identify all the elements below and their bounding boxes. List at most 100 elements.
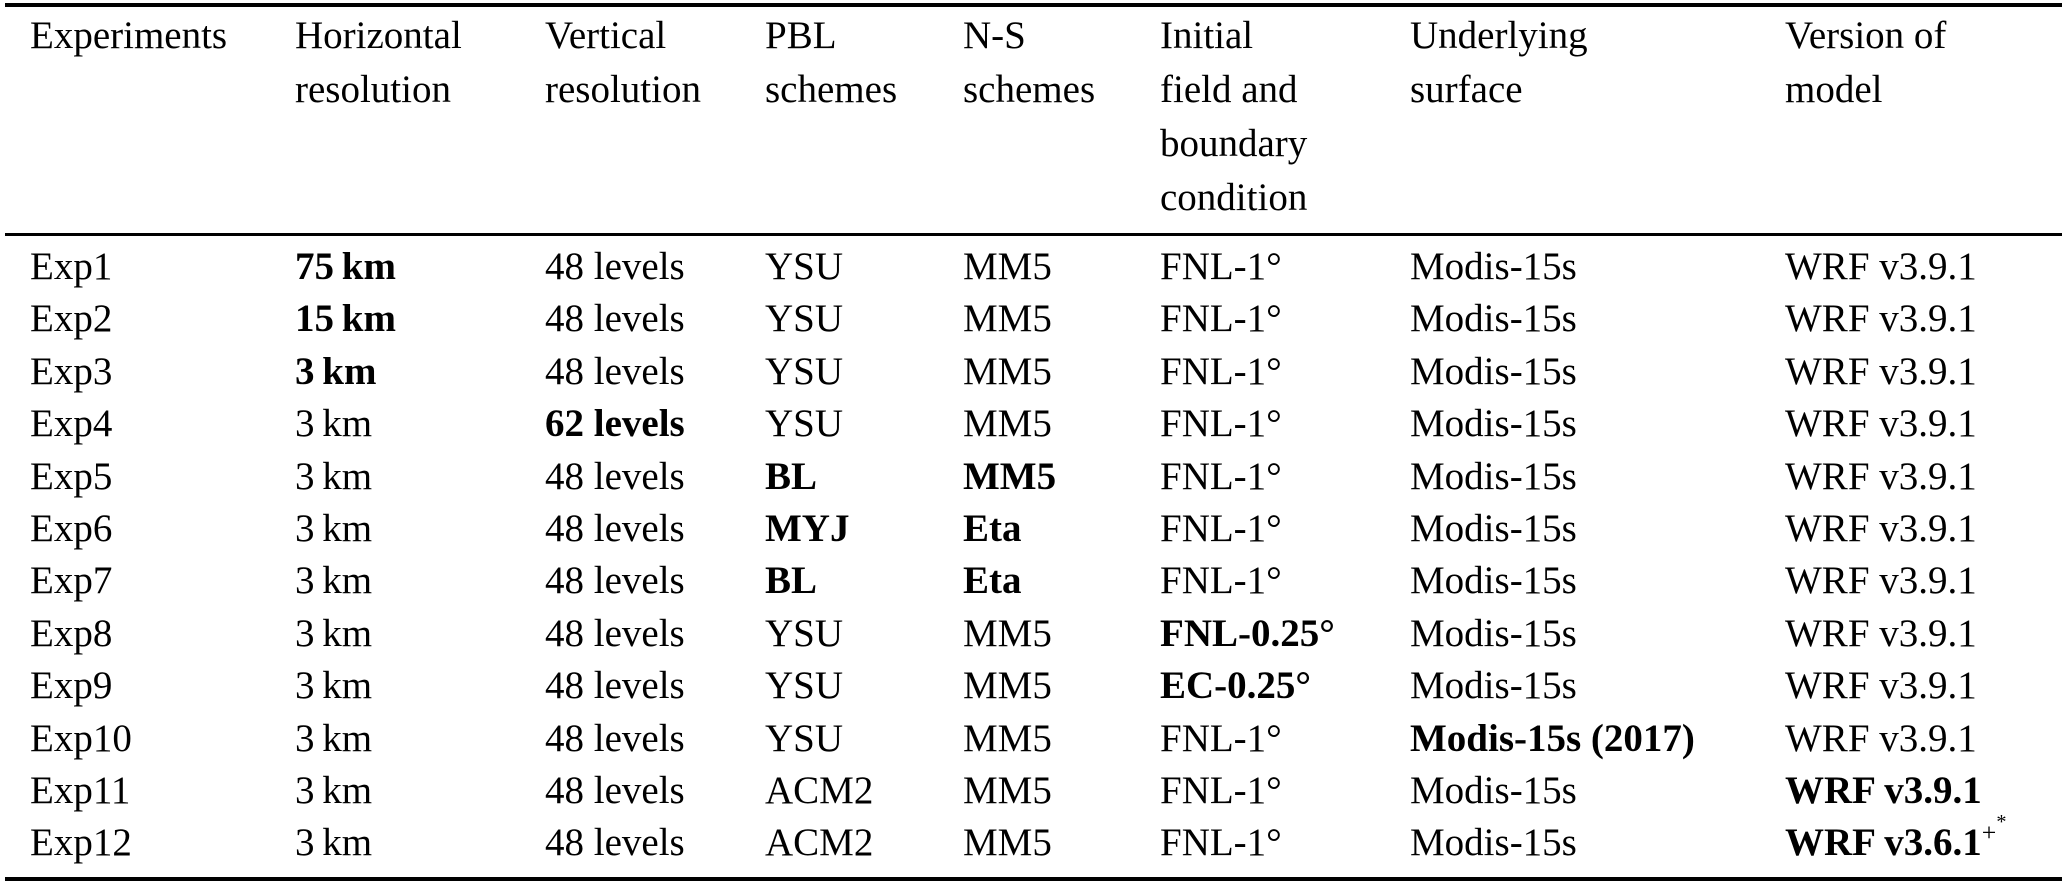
cell-ns-schemes: Eta: [963, 555, 1160, 607]
cell-vertical-resolution: 48 levels: [545, 765, 765, 817]
cell-underlying-surface: Modis-15s: [1410, 608, 1785, 660]
cell-underlying-surface: Modis-15s: [1410, 241, 1785, 293]
cell-horizontal-resolution: 3 km: [295, 451, 545, 503]
table-row: Exp3 3 km 48 levels YSU MM5 FNL-1° Modis-15s WR…: [0, 346, 2067, 398]
cell-model-version: WRF v3.9.1: [1785, 555, 2067, 607]
cell-horizontal-resolution: 3 km: [295, 608, 545, 660]
cell-text: YSU: [765, 402, 844, 446]
table-body: Exp1 75 km 48 levels YSU MM5 FNL-1° Modis-15s W…: [0, 241, 2067, 870]
table-row: Exp5 3 km 48 levels BL MM5 FNL-1° Modis-15s WRF…: [0, 451, 2067, 503]
cell-experiments: Exp7: [30, 555, 295, 607]
cell-text: WRF v3.9.1: [1785, 245, 1977, 288]
cell-experiments: Exp11: [30, 765, 295, 817]
cell-initial-field: FNL-1°: [1160, 451, 1410, 503]
cell-text: FNL-1°: [1160, 349, 1282, 393]
cell-text: BL: [765, 559, 818, 603]
cell-experiments: Exp5: [30, 451, 295, 503]
cell-initial-field: FNL-0.25°: [1160, 608, 1410, 660]
cell-text: 3 km: [295, 716, 373, 760]
cell-text: MM5: [963, 297, 1052, 341]
cell-vertical-resolution: 48 levels: [545, 293, 765, 345]
cell-pbl-schemes: YSU: [765, 608, 963, 660]
cell-text: 3 km: [295, 349, 377, 393]
cell-horizontal-resolution: 15 km: [295, 293, 545, 345]
cell-text: Exp3: [30, 349, 113, 393]
cell-ns-schemes: MM5: [963, 398, 1160, 450]
superscript-plus: +: [1981, 818, 1997, 848]
cell-model-version: WRF v3.9.1: [1785, 346, 2067, 398]
cell-ns-schemes: MM5: [963, 293, 1160, 345]
cell-text: MM5: [963, 821, 1052, 865]
cell-text: FNL-1°: [1160, 768, 1282, 812]
table-row: Exp1 75 km 48 levels YSU MM5 FNL-1° Modis-15s W…: [0, 241, 2067, 293]
cell-model-version: WRF v3.9.1: [1785, 765, 2067, 817]
cell-vertical-resolution: 48 levels: [545, 713, 765, 765]
cell-text: 48 levels: [545, 297, 685, 341]
cell-text: WRF v3.9.1: [1785, 506, 1977, 550]
cell-text: WRF v3.9.1: [1785, 664, 1977, 708]
cell-initial-field: FNL-1°: [1160, 713, 1410, 765]
cell-underlying-surface: Modis-15s: [1410, 503, 1785, 555]
cell-model-version: WRF v3.9.1: [1785, 398, 2067, 450]
cell-text: 48 levels: [545, 454, 685, 498]
cell-text: FNL-1°: [1160, 454, 1282, 498]
table-row: Exp11 3 km 48 levels ACM2 MM5 FNL-1° Modis-15s…: [0, 765, 2067, 817]
cell-text: Exp6: [30, 506, 113, 550]
cell-text: 62 levels: [545, 402, 685, 446]
cell-text: Modis-15s (2017): [1410, 716, 1695, 760]
cell-text: WRF v3.9.1: [1785, 716, 1977, 760]
cell-pbl-schemes: BL: [765, 555, 963, 607]
cell-underlying-surface: Modis-15s: [1410, 765, 1785, 817]
cell-text: WRF v3.9.1: [1785, 454, 1977, 498]
cell-underlying-surface: Modis-15s: [1410, 660, 1785, 712]
cell-horizontal-resolution: 3 km: [295, 503, 545, 555]
cell-pbl-schemes: YSU: [765, 241, 963, 293]
cell-ns-schemes: MM5: [963, 660, 1160, 712]
cell-model-version: WRF v3.6.1+*: [1785, 812, 2067, 869]
cell-underlying-surface: Modis-15s: [1410, 451, 1785, 503]
cell-text: Modis-15s: [1410, 245, 1577, 288]
cell-horizontal-resolution: 3 km: [295, 398, 545, 450]
cell-underlying-surface: Modis-15s: [1410, 293, 1785, 345]
cell-text: 3 km: [295, 611, 373, 655]
table-row: Exp10 3 km 48 levels YSU MM5 FNL-1° Modis-15s …: [0, 713, 2067, 765]
cell-text: MM5: [963, 402, 1052, 446]
cell-underlying-surface: Modis-15s: [1410, 398, 1785, 450]
cell-text: Modis-15s: [1410, 768, 1577, 812]
cell-pbl-schemes: BL: [765, 451, 963, 503]
cell-text: BL: [765, 454, 818, 498]
cell-initial-field: EC-0.25°: [1160, 660, 1410, 712]
cell-ns-schemes: Eta: [963, 503, 1160, 555]
cell-initial-field: FNL-1°: [1160, 503, 1410, 555]
cell-pbl-schemes: YSU: [765, 293, 963, 345]
cell-pbl-schemes: YSU: [765, 713, 963, 765]
column-header-ns-schemes: N-S schemes: [963, 14, 1096, 111]
cell-underlying-surface: Modis-15s (2017): [1410, 713, 1785, 765]
cell-underlying-surface: Modis-15s: [1410, 346, 1785, 398]
cell-horizontal-resolution: 75 km: [295, 241, 545, 293]
cell-text: Modis-15s: [1410, 297, 1577, 341]
table-top-rule: [5, 3, 2062, 7]
cell-model-version: WRF v3.9.1: [1785, 660, 2067, 712]
cell-vertical-resolution: 48 levels: [545, 555, 765, 607]
cell-text: MM5: [963, 768, 1052, 812]
cell-text: Modis-15s: [1410, 611, 1577, 655]
cell-text: FNL-1°: [1160, 297, 1282, 341]
cell-text: 3 km: [295, 454, 373, 498]
cell-experiments: Exp10: [30, 713, 295, 765]
cell-pbl-schemes: MYJ: [765, 503, 963, 555]
cell-initial-field: FNL-1°: [1160, 398, 1410, 450]
cell-text: Exp1: [30, 245, 113, 288]
cell-model-version: WRF v3.9.1: [1785, 451, 2067, 503]
cell-model-version: WRF v3.9.1: [1785, 293, 2067, 345]
cell-text: Eta: [963, 506, 1022, 550]
cell-text: MYJ: [765, 506, 850, 550]
cell-text: Eta: [963, 559, 1022, 603]
cell-text: 48 levels: [545, 559, 685, 603]
cell-ns-schemes: MM5: [963, 817, 1160, 869]
cell-text: MM5: [963, 611, 1052, 655]
cell-horizontal-resolution: 3 km: [295, 713, 545, 765]
cell-text: Exp9: [30, 664, 113, 708]
table-row: Exp6 3 km 48 levels MYJ Eta FNL-1° Modis-15s WR…: [0, 503, 2067, 555]
cell-horizontal-resolution: 3 km: [295, 765, 545, 817]
